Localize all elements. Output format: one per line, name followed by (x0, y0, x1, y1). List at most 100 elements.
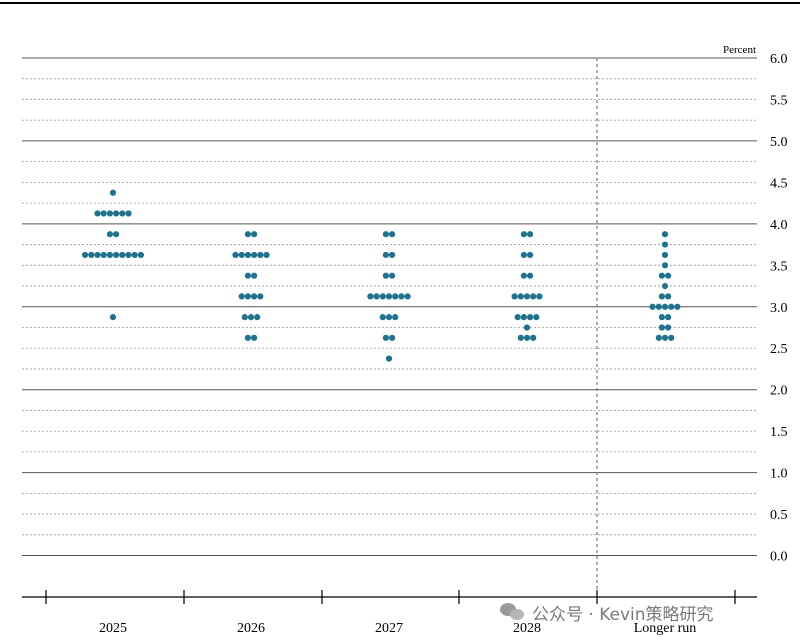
participant-dot (527, 272, 534, 279)
participant-dot (244, 251, 251, 259)
participant-dot (530, 334, 537, 341)
participant-dot (661, 262, 669, 269)
participant-dot (398, 293, 405, 300)
participant-dot (109, 314, 117, 321)
participant-dot (674, 303, 681, 310)
participant-dot (382, 231, 389, 238)
dot-markers (82, 189, 681, 362)
participant-dot (665, 272, 672, 279)
participant-dot (665, 293, 672, 300)
participant-dot (367, 293, 374, 300)
participant-dot (661, 231, 669, 238)
participant-dot (520, 272, 528, 279)
participant-dot (113, 251, 120, 259)
participant-dot (244, 334, 251, 341)
participant-dot (533, 314, 540, 321)
participant-dot (389, 251, 396, 259)
participant-dot (257, 251, 264, 259)
participant-dot (251, 334, 258, 341)
participant-dot (520, 251, 528, 259)
participant-dot (82, 251, 89, 259)
participant-dot (517, 293, 524, 300)
participant-dot (665, 314, 672, 321)
participant-dot (527, 314, 534, 321)
watermark: 公众号 · Kevin策略研究 (500, 597, 780, 627)
y-tick-label: 5.0 (770, 135, 788, 150)
participant-dot (382, 334, 389, 341)
participant-dot (119, 251, 126, 259)
gridlines (22, 57, 757, 557)
participant-dot (523, 324, 531, 331)
participant-dot (238, 251, 245, 259)
participant-dot (661, 303, 669, 310)
participant-dot (88, 251, 95, 259)
participant-dot (514, 314, 521, 321)
participant-dot (251, 293, 258, 300)
x-tick-label: 2027 (375, 621, 403, 636)
participant-dot (385, 293, 393, 300)
participant-dot (373, 293, 380, 300)
participant-dot (94, 251, 101, 259)
participant-dot (251, 251, 258, 259)
participant-dot (106, 210, 113, 217)
participant-dot (379, 314, 386, 321)
y-tick-label: 4.5 (770, 176, 788, 191)
participant-dot (661, 251, 669, 259)
participant-dot (244, 293, 251, 300)
y-tick-label: 1.5 (770, 425, 788, 440)
x-axis-ticks (45, 590, 736, 604)
participant-dot (238, 293, 245, 300)
participant-dot (655, 303, 662, 310)
participant-dot (661, 334, 669, 341)
participant-dot (100, 210, 107, 217)
participant-dot (382, 272, 389, 279)
participant-dot (94, 210, 101, 217)
participant-dot (131, 251, 138, 259)
participant-dot (520, 314, 528, 321)
participant-dot (517, 334, 524, 341)
participant-dot (527, 251, 534, 259)
participant-dot (658, 324, 666, 331)
participant-dot (389, 272, 396, 279)
participant-dot (655, 334, 662, 341)
participant-dot (113, 210, 120, 217)
wechat-icon (500, 601, 526, 623)
participant-dot (125, 251, 132, 259)
participant-dot (392, 293, 399, 300)
participant-dot (523, 293, 531, 300)
x-tick-label: Longer run (634, 621, 697, 636)
participant-dot (247, 314, 255, 321)
y-tick-label: 0.0 (770, 550, 788, 565)
participant-dot (536, 293, 543, 300)
participant-dot (530, 293, 537, 300)
participant-dot (244, 272, 251, 279)
participant-dot (658, 272, 666, 279)
participant-dot (392, 314, 399, 321)
y-tick-label: 6.0 (770, 52, 788, 67)
unit-label: Percent (723, 44, 756, 56)
y-tick-label: 3.5 (770, 259, 788, 274)
participant-dot (661, 241, 669, 248)
participant-dot (109, 189, 117, 196)
participant-dot (658, 314, 666, 321)
participant-dot (527, 231, 534, 238)
participant-dot (385, 355, 393, 362)
participant-dot (389, 334, 396, 341)
participant-dot (382, 251, 389, 259)
y-tick-label: 5.5 (770, 93, 788, 108)
participant-dot (661, 282, 669, 290)
participant-dot (665, 324, 672, 331)
y-tick-label: 3.0 (770, 301, 788, 316)
y-tick-label: 4.0 (770, 218, 788, 233)
x-tick-label: 2026 (237, 621, 265, 636)
participant-dot (125, 210, 132, 217)
participant-dot (263, 251, 270, 259)
participant-dot (137, 251, 144, 259)
participant-dot (244, 231, 251, 238)
participant-dot (668, 303, 675, 310)
participant-dot (251, 272, 258, 279)
participant-dot (251, 231, 258, 238)
participant-dot (668, 334, 675, 341)
y-tick-label: 2.0 (770, 384, 788, 399)
